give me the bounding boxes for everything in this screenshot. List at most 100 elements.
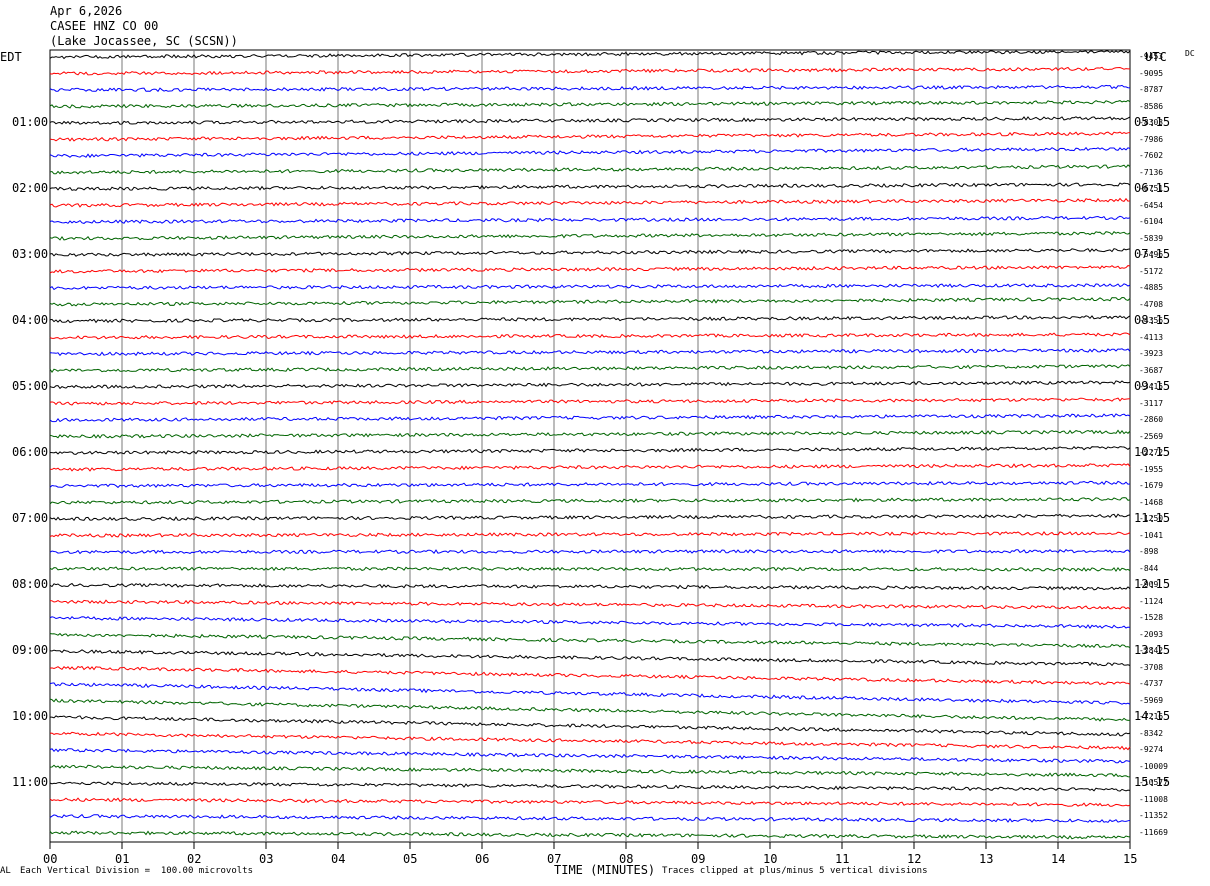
x-tick-label: 01 xyxy=(115,852,130,866)
dc-offset-label: -2842 xyxy=(1139,646,1164,655)
x-axis-title: TIME (MINUTES) xyxy=(554,863,656,877)
trace-line xyxy=(49,197,1131,208)
dc-offset-label: -2569 xyxy=(1139,431,1164,441)
trace-line xyxy=(49,480,1131,489)
dc-offset-label: -909 xyxy=(1139,580,1159,589)
dc-offset-label: -9095 xyxy=(1139,68,1164,78)
dc-offset-label: -6751 xyxy=(1139,184,1164,193)
trace-line xyxy=(49,797,1131,807)
dc-offset-label: -1124 xyxy=(1139,596,1164,606)
station-label: CASEE HNZ CO 00 xyxy=(50,19,159,33)
trace-line xyxy=(49,315,1131,324)
dc-offset-label: -4113 xyxy=(1139,332,1164,342)
trace-line xyxy=(49,332,1131,340)
x-tick-label: 02 xyxy=(187,852,202,866)
left-time-label: 05:00 xyxy=(12,379,49,393)
trace-line xyxy=(49,748,1131,764)
dc-offset-label: -4708 xyxy=(1139,299,1164,309)
x-tick-label: 09 xyxy=(691,852,706,866)
trace-line xyxy=(49,348,1131,357)
x-tick-label: 07 xyxy=(547,852,562,866)
trace-line xyxy=(49,265,1131,274)
trace-line xyxy=(49,649,1131,667)
left-time-label: 04:00 xyxy=(12,313,49,327)
dc-offset-label: -9453 xyxy=(1139,52,1164,61)
trace-line xyxy=(49,116,1131,125)
dc-offset-label: -7602 xyxy=(1139,151,1164,160)
x-tick-label: 15 xyxy=(1123,852,1138,866)
dc-offset-label: -10009 xyxy=(1139,761,1168,771)
right-time-label: 13:15 xyxy=(1134,643,1171,657)
left-time-label: 06:00 xyxy=(12,445,49,459)
trace-line xyxy=(49,380,1131,390)
dc-offset-label: -11008 xyxy=(1139,794,1168,804)
trace-line xyxy=(49,50,1131,60)
trace-line xyxy=(49,548,1131,555)
trace-line xyxy=(49,146,1131,159)
dc-offset-label: -5172 xyxy=(1139,266,1164,276)
left-time-label: 03:00 xyxy=(12,247,49,261)
trace-line xyxy=(49,463,1131,472)
right-time-label: 14:15 xyxy=(1134,709,1171,723)
dc-offset-label: -3708 xyxy=(1139,662,1164,672)
left-time-label: 09:00 xyxy=(12,643,49,657)
trace-line xyxy=(49,364,1131,373)
left-time-label: 10:00 xyxy=(12,709,49,723)
dc-offset-label: -5839 xyxy=(1139,233,1164,243)
trace-line xyxy=(49,413,1131,423)
right-time-label: 05:15 xyxy=(1134,115,1171,129)
right-time-label: 10:15 xyxy=(1134,445,1171,459)
x-tick-label: 04 xyxy=(331,852,346,866)
right-time-label: 07:15 xyxy=(1134,247,1171,261)
x-tick-label: 05 xyxy=(403,852,418,866)
trace-line xyxy=(49,582,1131,591)
left-time-label: 01:00 xyxy=(12,115,49,129)
location-label: (Lake Jocassee, SC (SCSN)) xyxy=(50,34,238,48)
dc-offset-label: -4885 xyxy=(1139,283,1164,292)
left-time-label: 07:00 xyxy=(12,511,49,525)
trace-line xyxy=(49,283,1131,291)
trace-line xyxy=(49,781,1131,792)
right-time-label: 09:15 xyxy=(1134,379,1171,393)
right-time-label: 11:15 xyxy=(1134,511,1171,525)
left-time-label: 08:00 xyxy=(12,577,49,591)
x-tick-label: 14 xyxy=(1051,852,1066,866)
dc-offset-label: -1679 xyxy=(1139,481,1164,490)
dc-offset-label: -6454 xyxy=(1139,200,1164,210)
trace-line xyxy=(49,397,1131,406)
scale-note: Each Vertical Division = 100.00 microvol… xyxy=(20,866,253,876)
dc-offset-label: -5969 xyxy=(1139,695,1164,705)
x-tick-label: 00 xyxy=(43,852,58,866)
x-tick-label: 03 xyxy=(259,852,274,866)
dc-offset-label: -1041 xyxy=(1139,530,1164,540)
trace-line xyxy=(49,632,1131,649)
trace-line xyxy=(49,698,1131,722)
dc-offset-label: -3415 xyxy=(1139,382,1164,391)
dc-offset-label: -4356 xyxy=(1139,316,1164,325)
trace-line xyxy=(49,731,1131,751)
trace-line xyxy=(49,445,1131,455)
dc-label: DC xyxy=(1185,49,1195,58)
dc-offset-label: -898 xyxy=(1139,547,1159,556)
trace-line xyxy=(49,497,1131,505)
dc-offset-label: -3687 xyxy=(1139,365,1164,375)
trace-line xyxy=(49,531,1131,538)
x-tick-label: 12 xyxy=(907,852,922,866)
dc-offset-label: -8342 xyxy=(1139,728,1164,738)
trace-line xyxy=(49,230,1131,241)
right-time-label: 15:15 xyxy=(1134,775,1171,789)
right-time-label: 08:15 xyxy=(1134,313,1171,327)
dc-offset-label: -1955 xyxy=(1139,464,1164,474)
x-tick-label: 08 xyxy=(619,852,634,866)
trace-line xyxy=(49,566,1131,573)
dc-offset-label: -8787 xyxy=(1139,85,1164,94)
trace-line xyxy=(49,164,1131,175)
dc-offset-label: -7136 xyxy=(1139,167,1164,177)
dc-offset-label: -844 xyxy=(1139,563,1159,573)
trace-line xyxy=(49,84,1131,93)
left-timezone-label: EDT xyxy=(0,50,22,64)
trace-line xyxy=(49,599,1131,610)
dc-offset-label: -11669 xyxy=(1139,827,1168,837)
trace-line xyxy=(49,131,1131,142)
